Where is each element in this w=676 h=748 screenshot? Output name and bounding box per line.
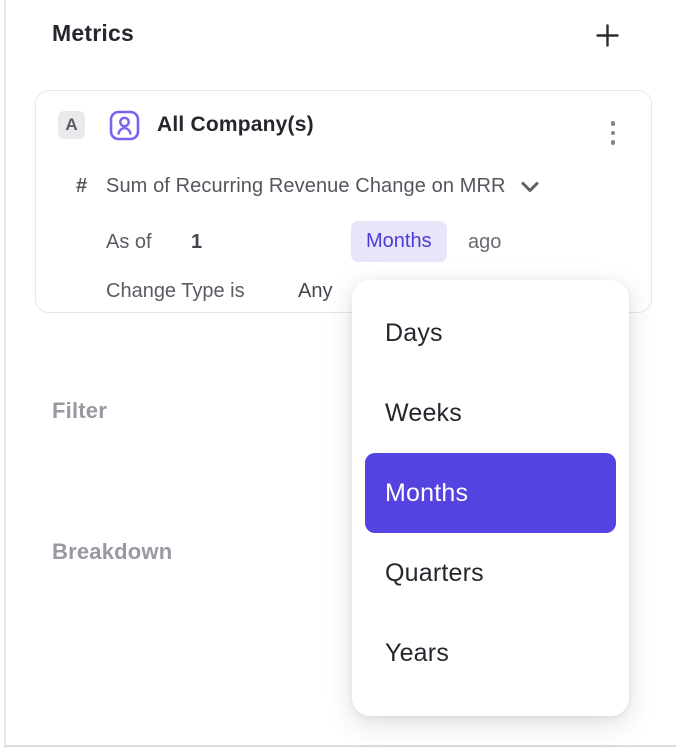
chevron-down-icon	[520, 180, 540, 194]
time-unit-select[interactable]: Months	[351, 221, 447, 262]
as-of-value-input[interactable]: 1	[191, 231, 203, 253]
metric-name: Sum of Recurring Revenue Change on MRR	[106, 175, 506, 197]
dropdown-option-months-selected[interactable]: Months	[365, 453, 616, 533]
change-type-label: Change Type is	[106, 280, 245, 302]
user-icon	[109, 110, 140, 141]
metric-selector[interactable]: # Sum of Recurring Revenue Change on MRR	[76, 175, 540, 198]
plus-icon	[594, 22, 621, 49]
time-unit-dropdown: Days Weeks Months Quarters Years	[352, 280, 629, 716]
kebab-menu-icon[interactable]	[607, 117, 620, 149]
metric-card: A All Company(s) # Sum of Recurring Reve…	[35, 90, 652, 313]
add-metric-button[interactable]	[588, 16, 626, 54]
page-title: Metrics	[52, 20, 134, 46]
metric-card-header: A All Company(s)	[58, 109, 631, 141]
metric-card-title: All Company(s)	[157, 113, 314, 136]
panel-bottom-divider	[5, 745, 676, 747]
numeric-type-icon: #	[76, 175, 88, 197]
dropdown-option-years[interactable]: Years	[385, 638, 450, 667]
dropdown-option-weeks[interactable]: Weeks	[385, 398, 462, 427]
panel-left-divider	[4, 0, 6, 748]
as-of-label: As of	[106, 231, 152, 253]
breakdown-section-heading: Breakdown	[52, 539, 173, 564]
metric-letter-badge: A	[58, 111, 85, 139]
change-type-select[interactable]: Any	[298, 280, 333, 302]
dropdown-option-quarters[interactable]: Quarters	[385, 558, 484, 587]
dropdown-option-days[interactable]: Days	[385, 318, 443, 347]
ago-label: ago	[468, 231, 502, 253]
filter-section-heading: Filter	[52, 398, 107, 423]
